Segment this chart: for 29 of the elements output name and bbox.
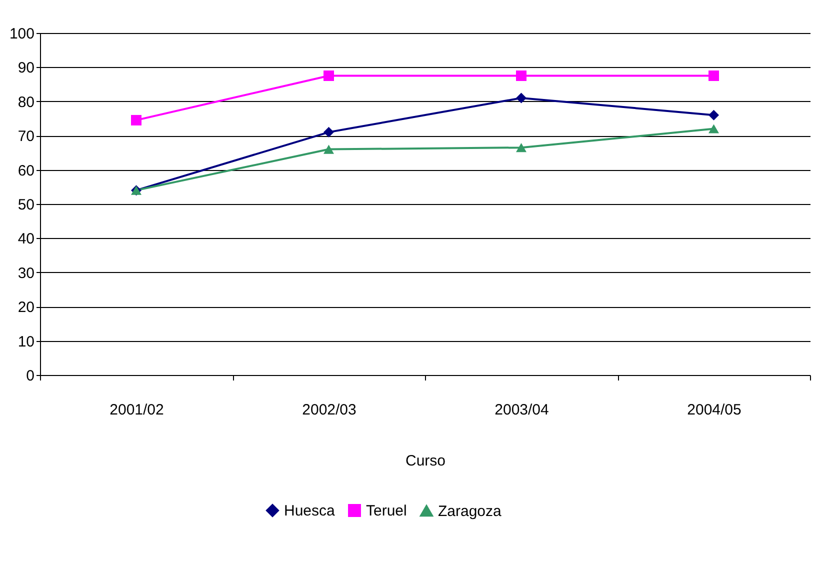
point xyxy=(708,70,719,81)
legend-label: Teruel xyxy=(366,502,407,520)
x-tick-label: 2001/02 xyxy=(110,402,164,418)
point xyxy=(324,144,334,154)
y-tick-label: 10 xyxy=(18,333,34,350)
y-tick-label: 40 xyxy=(18,230,34,248)
y-tick-label: 90 xyxy=(18,60,34,77)
point xyxy=(516,143,526,152)
x-tick-label: 2003/04 xyxy=(494,402,549,418)
y-tick-label: 50 xyxy=(18,196,34,214)
y-tick-label: 80 xyxy=(18,94,34,111)
y-tick-label: 100 xyxy=(9,26,34,42)
point xyxy=(516,92,526,104)
point xyxy=(708,110,719,120)
point xyxy=(324,126,334,138)
y-tick-label: 30 xyxy=(18,264,34,282)
y-tick-label: 70 xyxy=(18,128,34,146)
y-tick-label: 20 xyxy=(18,299,34,316)
x-tick-label: 2004/05 xyxy=(687,402,742,418)
legend-label: Huesca xyxy=(284,502,336,520)
legend-label: Zaragoza xyxy=(438,502,502,520)
point xyxy=(324,70,334,81)
x-axis-title: Curso xyxy=(405,452,446,470)
x-tick-label: 2002/03 xyxy=(302,402,356,418)
point xyxy=(131,114,142,126)
point xyxy=(708,124,719,134)
point xyxy=(516,70,526,81)
y-tick-label: 60 xyxy=(18,162,34,180)
y-tick-label: 0 xyxy=(26,368,34,384)
